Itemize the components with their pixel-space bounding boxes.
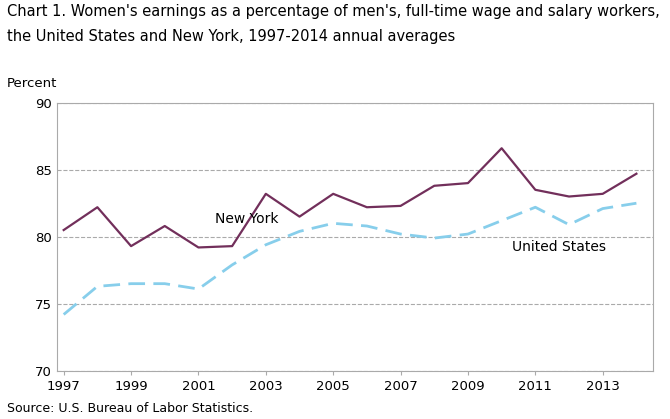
Text: Source: U.S. Bureau of Labor Statistics.: Source: U.S. Bureau of Labor Statistics. (7, 402, 253, 415)
Text: United States: United States (512, 240, 606, 254)
Text: Chart 1. Women's earnings as a percentage of men's, full-time wage and salary wo: Chart 1. Women's earnings as a percentag… (7, 4, 659, 19)
Text: Percent: Percent (7, 77, 57, 90)
Text: the United States and New York, 1997-2014 annual averages: the United States and New York, 1997-201… (7, 29, 455, 44)
Text: New York: New York (215, 212, 279, 226)
